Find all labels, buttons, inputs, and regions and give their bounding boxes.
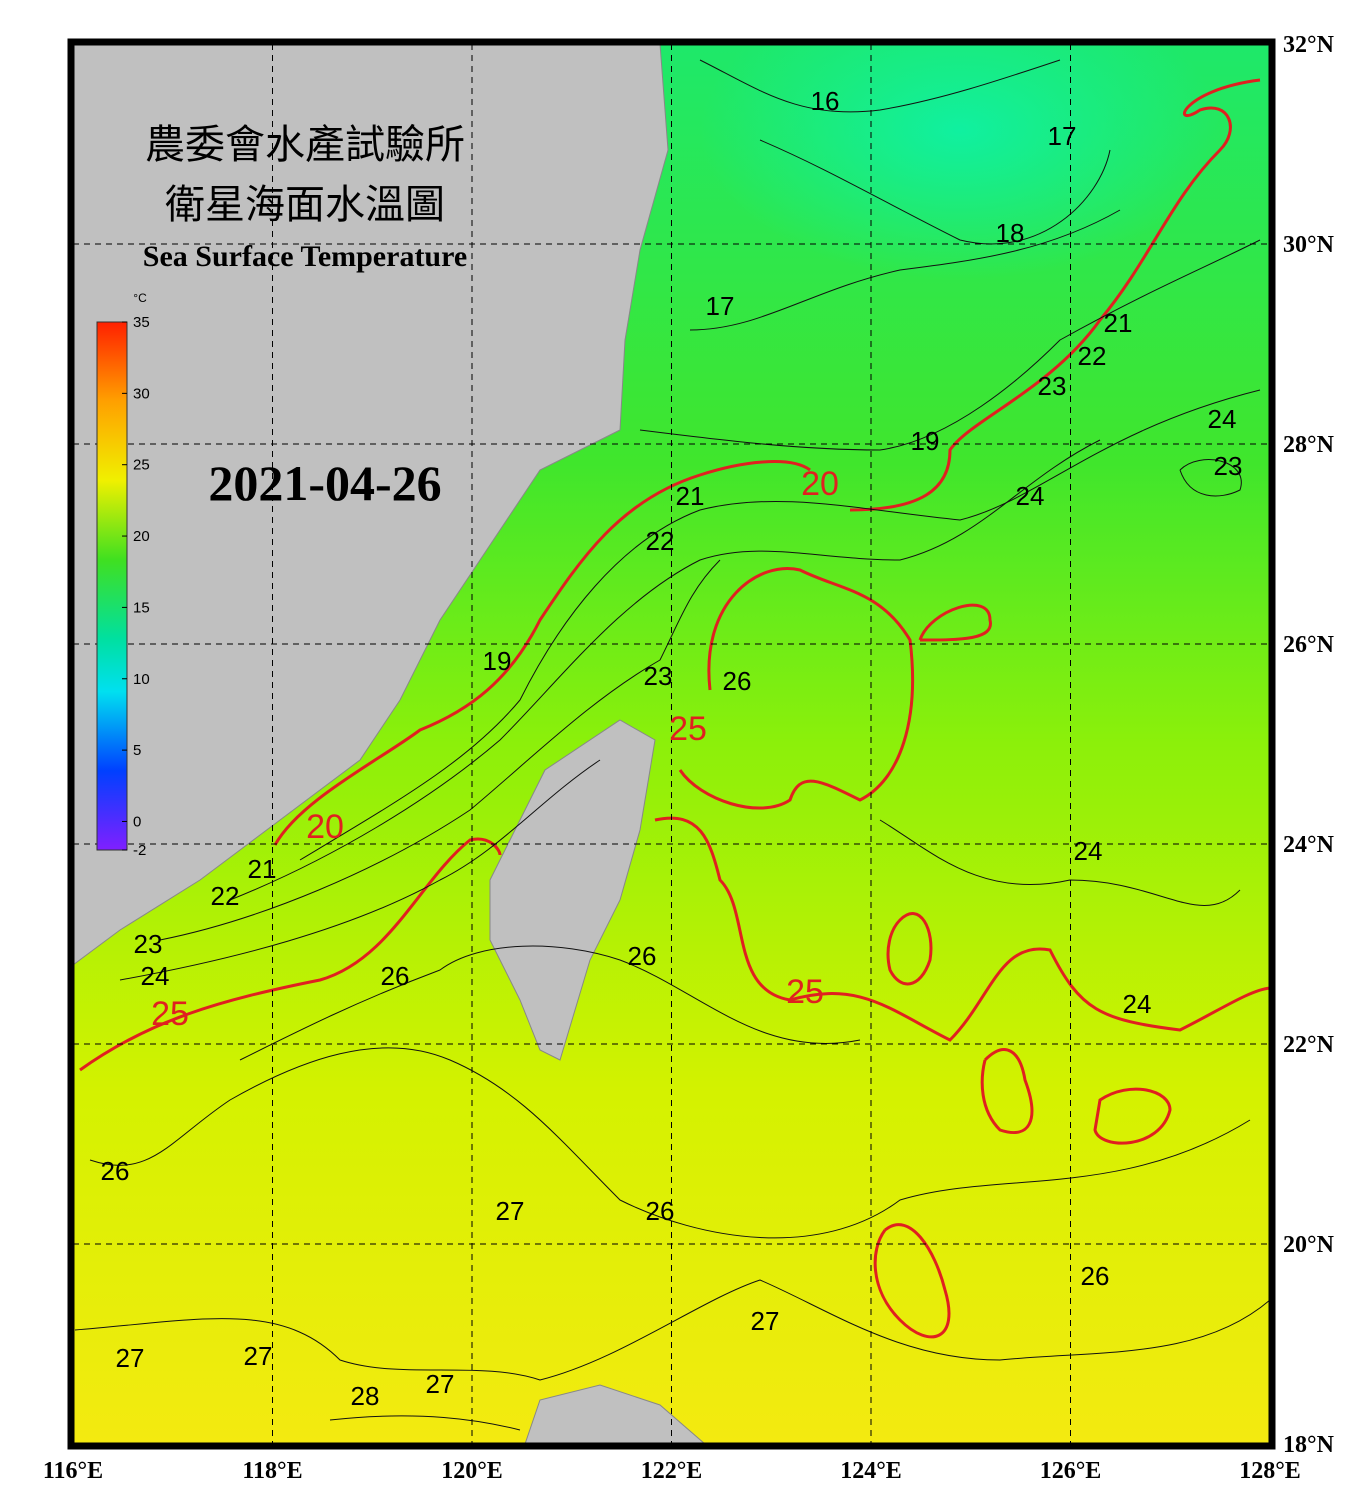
colorbar-tick-label: 25 bbox=[133, 457, 150, 474]
contour-label: 25 bbox=[786, 973, 824, 1011]
contour-label: 24 bbox=[1074, 836, 1103, 866]
contour-label: 26 bbox=[1081, 1261, 1110, 1291]
contours-black bbox=[74, 59, 1270, 1431]
colorbar-scale bbox=[96, 321, 128, 851]
contour-label: 22 bbox=[646, 526, 675, 556]
colorbar-tick-label: 15 bbox=[133, 599, 150, 616]
colorbar: °C 35 30 25 20 15 10 5 0 -2 bbox=[96, 291, 150, 859]
contour-label: 24 bbox=[1208, 404, 1237, 434]
colorbar-tick-label: 35 bbox=[133, 314, 150, 331]
lon-label: 120°E bbox=[441, 1458, 503, 1484]
contour-label: 22 bbox=[211, 881, 240, 911]
contour-label: 27 bbox=[496, 1196, 525, 1226]
lat-label: 18°N bbox=[1283, 1432, 1335, 1458]
colorbar-tick-label: -2 bbox=[133, 842, 146, 859]
lon-label: 116°E bbox=[43, 1458, 103, 1484]
contour-label: 27 bbox=[244, 1341, 273, 1371]
colorbar-unit: °C bbox=[133, 291, 147, 305]
contour-label: 19 bbox=[483, 646, 512, 676]
subtitle-zh: 衛星海面水溫圖 bbox=[165, 182, 445, 227]
contour-label: 23 bbox=[1214, 451, 1243, 481]
lon-label: 128°E bbox=[1239, 1458, 1301, 1484]
contour-label: 17 bbox=[706, 291, 735, 321]
contour-label: 23 bbox=[1038, 371, 1067, 401]
contour-label: 24 bbox=[141, 961, 170, 991]
date: 2021-04-26 bbox=[208, 455, 441, 511]
lon-label: 124°E bbox=[840, 1458, 902, 1484]
lat-label: 32°N bbox=[1283, 32, 1335, 58]
lon-label: 122°E bbox=[641, 1458, 703, 1484]
contour-label: 21 bbox=[1104, 308, 1133, 338]
contour-label: 20 bbox=[801, 465, 839, 503]
frame bbox=[67, 38, 1276, 1450]
contour-label: 27 bbox=[751, 1306, 780, 1336]
lat-label: 22°N bbox=[1283, 1032, 1335, 1058]
lat-label: 20°N bbox=[1283, 1232, 1335, 1258]
lon-label: 118°E bbox=[242, 1458, 302, 1484]
lon-label: 126°E bbox=[1040, 1458, 1102, 1484]
contour-label: 26 bbox=[628, 941, 657, 971]
contour-label: 21 bbox=[248, 854, 277, 884]
contours-red bbox=[79, 78, 1270, 1339]
contour-label: 26 bbox=[646, 1196, 675, 1226]
contour-label: 27 bbox=[116, 1343, 145, 1373]
colorbar-tick-label: 20 bbox=[133, 528, 150, 545]
lat-label: 28°N bbox=[1283, 432, 1335, 458]
contour-label: 24 bbox=[1123, 989, 1152, 1019]
contour-label: 25 bbox=[669, 710, 707, 748]
graticule bbox=[73, 44, 1270, 1444]
lat-label: 30°N bbox=[1283, 232, 1335, 258]
title-zh: 農委會水產試驗所 bbox=[145, 122, 465, 167]
contour-label: 27 bbox=[426, 1369, 455, 1399]
contour-label: 28 bbox=[351, 1381, 380, 1411]
colorbar-tick-label: 5 bbox=[133, 742, 141, 759]
contour-label: 26 bbox=[101, 1156, 130, 1186]
contour-label: 26 bbox=[381, 961, 410, 991]
contour-label: 23 bbox=[644, 661, 673, 691]
luzon bbox=[524, 1384, 706, 1444]
colorbar-tick-label: 0 bbox=[133, 813, 141, 830]
lat-label: 24°N bbox=[1283, 832, 1335, 858]
cold-pool bbox=[700, 44, 1220, 280]
contour-label: 18 bbox=[996, 218, 1025, 248]
contour-label: 23 bbox=[134, 929, 163, 959]
colorbar-tick-label: 10 bbox=[133, 671, 150, 688]
contour-label: 17 bbox=[1048, 121, 1077, 151]
contour-label: 20 bbox=[306, 808, 344, 846]
title-en: Sea Surface Temperature bbox=[143, 240, 467, 273]
contour-label: 21 bbox=[676, 481, 705, 511]
contour-label: 26 bbox=[723, 666, 752, 696]
lat-label: 26°N bbox=[1283, 632, 1335, 658]
contour-label: 22 bbox=[1078, 341, 1107, 371]
mainland bbox=[73, 44, 669, 966]
taiwan bbox=[489, 719, 656, 1061]
contour-label: 16 bbox=[811, 86, 840, 116]
contour-label: 25 bbox=[151, 995, 189, 1033]
colorbar-tick-label: 30 bbox=[133, 385, 150, 402]
contour-label: 24 bbox=[1016, 481, 1045, 511]
contour-label: 19 bbox=[911, 426, 940, 456]
